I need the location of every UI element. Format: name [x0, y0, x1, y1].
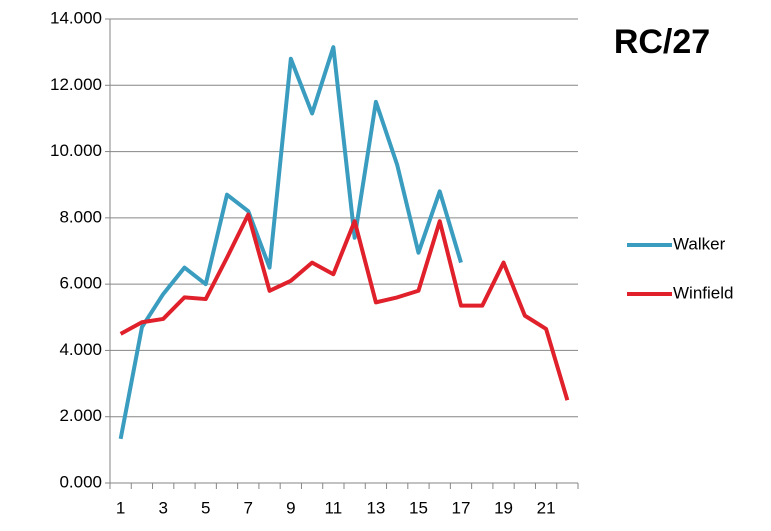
x-tick-label: 19 [494, 498, 513, 517]
x-tick-label: 7 [244, 498, 253, 517]
series-line [118, 45, 463, 440]
y-tick-label: 12.000 [50, 75, 102, 94]
y-tick-label: 6.000 [59, 274, 102, 293]
y-tick-label: 8.000 [59, 207, 102, 226]
x-tick-label: 13 [366, 498, 385, 517]
x-tick-label: 3 [158, 498, 167, 517]
legend-label: Walker [673, 234, 726, 253]
y-tick-label: 2.000 [59, 406, 102, 425]
x-tick-label: 11 [325, 498, 343, 517]
y-tick-label: 10.000 [50, 141, 102, 160]
x-tick-label: 21 [537, 498, 556, 517]
x-tick-label: 5 [201, 498, 210, 517]
x-tick-label: 17 [452, 498, 471, 517]
x-tick-label: 1 [116, 498, 125, 517]
series-line [119, 212, 570, 401]
y-tick-label: 14.000 [50, 8, 102, 27]
x-tick-label: 9 [286, 498, 295, 517]
chart-title: RC/27 [614, 23, 710, 61]
legend-label: Winfield [673, 283, 733, 302]
y-tick-label: 0.000 [59, 472, 102, 491]
x-tick-label: 15 [409, 498, 428, 517]
y-tick-label: 4.000 [59, 340, 102, 359]
